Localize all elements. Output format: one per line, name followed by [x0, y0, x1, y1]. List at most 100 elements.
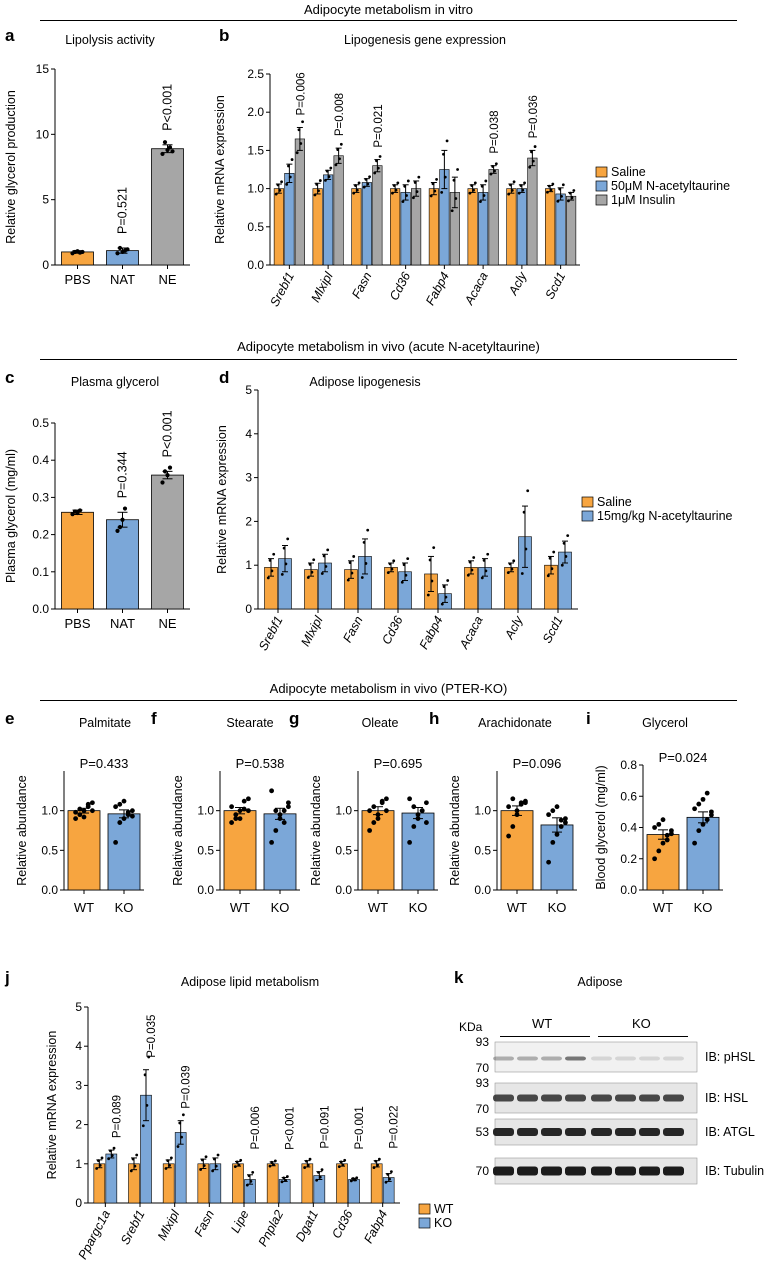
group-divider-ko — [598, 1036, 688, 1037]
data-point — [652, 825, 657, 830]
data-point — [549, 188, 553, 192]
data-point — [143, 1073, 147, 1077]
data-point — [480, 576, 484, 580]
data-point — [113, 840, 118, 845]
p-value-label: P=0.096 — [513, 756, 562, 771]
x-tick-label: KO — [271, 900, 290, 915]
data-point — [386, 571, 390, 575]
data-point — [440, 602, 444, 606]
data-point — [239, 1158, 243, 1162]
blot-band — [615, 1166, 636, 1176]
data-point — [428, 558, 432, 562]
p-value-label: P=0.521 — [116, 187, 130, 234]
data-point — [407, 840, 412, 845]
blot-band — [541, 1094, 562, 1102]
legend-swatch — [595, 194, 608, 206]
data-point — [109, 1149, 112, 1153]
data-point — [371, 804, 377, 810]
data-point — [523, 181, 526, 185]
data-point — [272, 552, 276, 556]
blot-band — [639, 1166, 660, 1176]
data-point — [306, 576, 310, 579]
legend-swatch — [418, 1203, 431, 1215]
data-point — [443, 175, 447, 179]
group-label-wt: WT — [532, 1016, 553, 1031]
data-point — [378, 155, 382, 158]
data-point — [426, 593, 430, 597]
data-point — [518, 801, 524, 807]
x-tick-label: Cd36 — [387, 270, 413, 303]
data-point — [355, 188, 359, 192]
kda-marker: 93 — [476, 1035, 490, 1049]
blot-band — [493, 1056, 514, 1061]
data-point — [75, 510, 80, 516]
x-tick-label: Fabp4 — [417, 614, 446, 652]
blot-row-label: IB: ATGL — [705, 1125, 755, 1139]
x-tick-label: WT — [507, 900, 527, 915]
data-point — [204, 1155, 208, 1159]
data-point — [506, 804, 511, 810]
data-point — [510, 824, 516, 829]
kda-marker: 93 — [476, 1076, 490, 1090]
data-point — [533, 145, 537, 148]
p-value-label: P<0.001 — [161, 84, 175, 131]
panel-title-b: Lipogenesis gene expression — [344, 33, 506, 47]
data-point — [129, 1169, 133, 1173]
kda-marker: 70 — [476, 1061, 490, 1075]
panel-title-d: Adipose lipogenesis — [309, 375, 421, 389]
western-blot: KDa WT KO 93 70 IB: pHSL 93 70 IB: HSL 53 IB: A… — [455, 990, 775, 1210]
data-point — [384, 796, 389, 802]
data-point — [388, 562, 392, 566]
data-point — [251, 1171, 255, 1174]
data-point — [245, 1183, 249, 1187]
data-point — [523, 800, 528, 806]
y-tick-label: 1.0 — [474, 804, 491, 818]
y-tick-label: 0.0 — [335, 883, 352, 897]
chart-a: 0 5 10 15 Relative glycerol production PBS NAT… — [4, 62, 190, 287]
blot-row-1: 93 70 IB: HSL — [476, 1076, 748, 1116]
data-point — [348, 561, 352, 564]
data-point — [550, 840, 556, 845]
data-point — [170, 149, 175, 154]
data-point — [131, 1157, 135, 1161]
panel-title-j: Adipose lipid metabolism — [180, 975, 320, 989]
data-point — [237, 816, 243, 821]
data-point — [241, 798, 247, 804]
x-tick-label: Acaca — [457, 614, 486, 652]
x-tick-label: Mlxipl — [155, 1207, 183, 1243]
data-point — [692, 840, 697, 846]
data-point — [337, 1165, 341, 1169]
data-point — [570, 196, 574, 200]
y-tick-label: 3 — [75, 1078, 82, 1092]
data-point — [199, 1168, 203, 1171]
x-tick-label: Fasn — [340, 614, 365, 645]
data-point — [482, 194, 486, 197]
data-point — [322, 554, 326, 558]
data-point — [325, 169, 329, 173]
panel-title-f: Stearate — [226, 716, 274, 730]
y-tick-label: 2.5 — [247, 67, 264, 81]
data-point — [521, 188, 525, 192]
y-tick-label: 1.0 — [41, 804, 58, 818]
data-point — [141, 1124, 145, 1128]
bar-acaca-50-m-n-acetyltaurine — [478, 192, 489, 266]
data-point — [431, 182, 435, 186]
data-point — [411, 804, 417, 810]
data-point — [77, 812, 83, 818]
data-point — [290, 158, 294, 161]
data-point — [352, 191, 356, 195]
blot-membrane — [494, 1041, 698, 1073]
data-point — [524, 547, 528, 551]
bar-nat — [106, 519, 139, 610]
data-point — [384, 808, 389, 814]
x-tick-label: Acly — [506, 269, 530, 298]
p-value-label: P=0.091 — [319, 1105, 331, 1148]
kda-marker: 70 — [476, 1164, 490, 1178]
data-point — [560, 563, 564, 567]
y-tick-label: 0.8 — [620, 758, 637, 772]
bar-srebf1-50-m-n-acetyltaurine — [284, 173, 295, 266]
y-tick-label: 0.0 — [247, 258, 264, 272]
data-point — [77, 508, 83, 513]
data-point — [286, 800, 291, 806]
